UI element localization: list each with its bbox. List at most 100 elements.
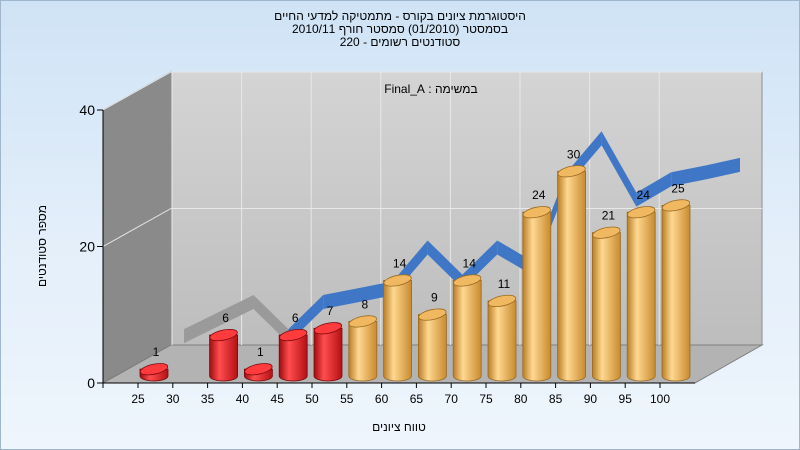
x-tick-label: 25 (131, 392, 145, 406)
ribbon-segment (601, 131, 637, 207)
x-tick-label: 90 (584, 392, 598, 406)
x-tick-label: 80 (514, 392, 528, 406)
bar (383, 274, 412, 382)
data-label: 9 (431, 291, 438, 305)
data-label: 6 (292, 311, 299, 325)
bar (418, 308, 447, 382)
bar-body (383, 280, 412, 382)
bar-body (557, 170, 586, 382)
annotation-label: במשימה : Final_A (384, 82, 477, 96)
bar (487, 294, 517, 382)
bar-top (383, 274, 412, 287)
bar (348, 315, 378, 382)
gridline-left (102, 208, 172, 247)
bar-top (209, 328, 238, 342)
bar-body (418, 314, 447, 382)
x-tick-label: 75 (479, 392, 493, 406)
x-tick-label: 65 (410, 392, 424, 406)
x-tick-label: 95 (619, 392, 633, 406)
title-line-3: סטודנטים רשומים - 220 (339, 35, 461, 49)
bar-body (278, 334, 308, 382)
y-axis-ticks: 0 20 40 (79, 102, 103, 391)
bar (522, 206, 552, 382)
data-label: 24 (637, 188, 651, 202)
ribbon-segment (671, 165, 706, 187)
bar (313, 322, 343, 382)
bar-top (418, 308, 447, 321)
bar (452, 274, 482, 382)
data-label: 25 (671, 181, 685, 195)
x-tick-label: 70 (445, 392, 459, 406)
bar-top (453, 274, 482, 287)
bar (661, 199, 691, 382)
gridlines (102, 71, 762, 345)
data-label: 21 (602, 209, 616, 223)
bar-body (313, 327, 343, 382)
ribbon-segment (636, 172, 672, 207)
x-tick-label: 30 (166, 392, 180, 406)
data-label: 14 (393, 256, 407, 270)
x-tick-label: 45 (271, 392, 285, 406)
bar-body (348, 321, 378, 382)
data-label: 14 (463, 256, 477, 270)
data-label: 7 (327, 304, 334, 318)
data-label: 1 (257, 345, 264, 359)
bar-top (279, 328, 308, 342)
data-label: 8 (361, 297, 368, 311)
bar-body (592, 232, 621, 382)
y-tick-label: 0 (87, 375, 95, 391)
x-tick-label: 35 (201, 392, 215, 406)
bar (626, 206, 656, 382)
x-axis-title: טווח ציונים (372, 420, 426, 434)
data-labels-group: 1 6 1 6 7 8 14 9 14 11 24 30 21 24 25 (153, 147, 685, 359)
bar (139, 363, 169, 382)
data-label: 11 (498, 277, 511, 291)
data-label: 30 (567, 147, 581, 161)
bar-body (626, 211, 656, 382)
data-label: 6 (222, 311, 229, 325)
ribbon-segment (323, 288, 358, 310)
bar-top (244, 363, 273, 376)
bar (592, 226, 621, 382)
ribbon-segment (184, 295, 254, 344)
bar (557, 165, 586, 382)
bar (278, 328, 308, 382)
y-tick-label: 20 (79, 239, 95, 255)
bar (244, 363, 273, 382)
title-line-1: היסטוגרמת ציונים בקורס - מתמטיקה למדעי ה… (274, 9, 526, 23)
bar-body (487, 300, 517, 382)
bar-top (592, 226, 621, 239)
title-line-2: בסמסטר (01/2010) סמסטר חורף 2010/11 (291, 22, 509, 36)
bar-body (522, 211, 552, 382)
bar-top (522, 206, 551, 219)
bar-body (661, 204, 691, 382)
x-axis-ticks: 25 30 35 40 45 50 55 60 65 70 75 80 85 90 95 100 (102, 383, 670, 406)
x-tick-label: 100 (650, 392, 670, 406)
ribbon-segment (427, 240, 463, 289)
bar-top (661, 199, 691, 212)
bar-top (557, 165, 586, 178)
y-axis-title: מספר סטודנטים (35, 205, 49, 287)
x-tick-label: 40 (236, 392, 250, 406)
data-label: 24 (532, 188, 546, 202)
data-label: 1 (153, 345, 160, 359)
ribbon-segment (706, 157, 740, 180)
bars-group (139, 165, 691, 382)
chart-title: היסטוגרמת ציונים בקורס - מתמטיקה למדעי ה… (0, 10, 800, 49)
x-tick-label: 60 (375, 392, 389, 406)
bar-top (139, 363, 169, 376)
bar-top (313, 322, 343, 335)
bar (209, 328, 238, 382)
x-tick-label: 50 (305, 392, 319, 406)
gridline-left (102, 71, 172, 111)
bar-body (209, 334, 238, 382)
bar-body (452, 280, 482, 382)
ribbon-segment (253, 295, 289, 344)
bar-top (348, 315, 377, 328)
x-tick-label: 55 (340, 392, 354, 406)
bar-top (487, 294, 517, 308)
y-tick-label: 40 (79, 102, 95, 118)
bar-top (627, 206, 656, 219)
x-tick-label: 85 (549, 392, 563, 406)
